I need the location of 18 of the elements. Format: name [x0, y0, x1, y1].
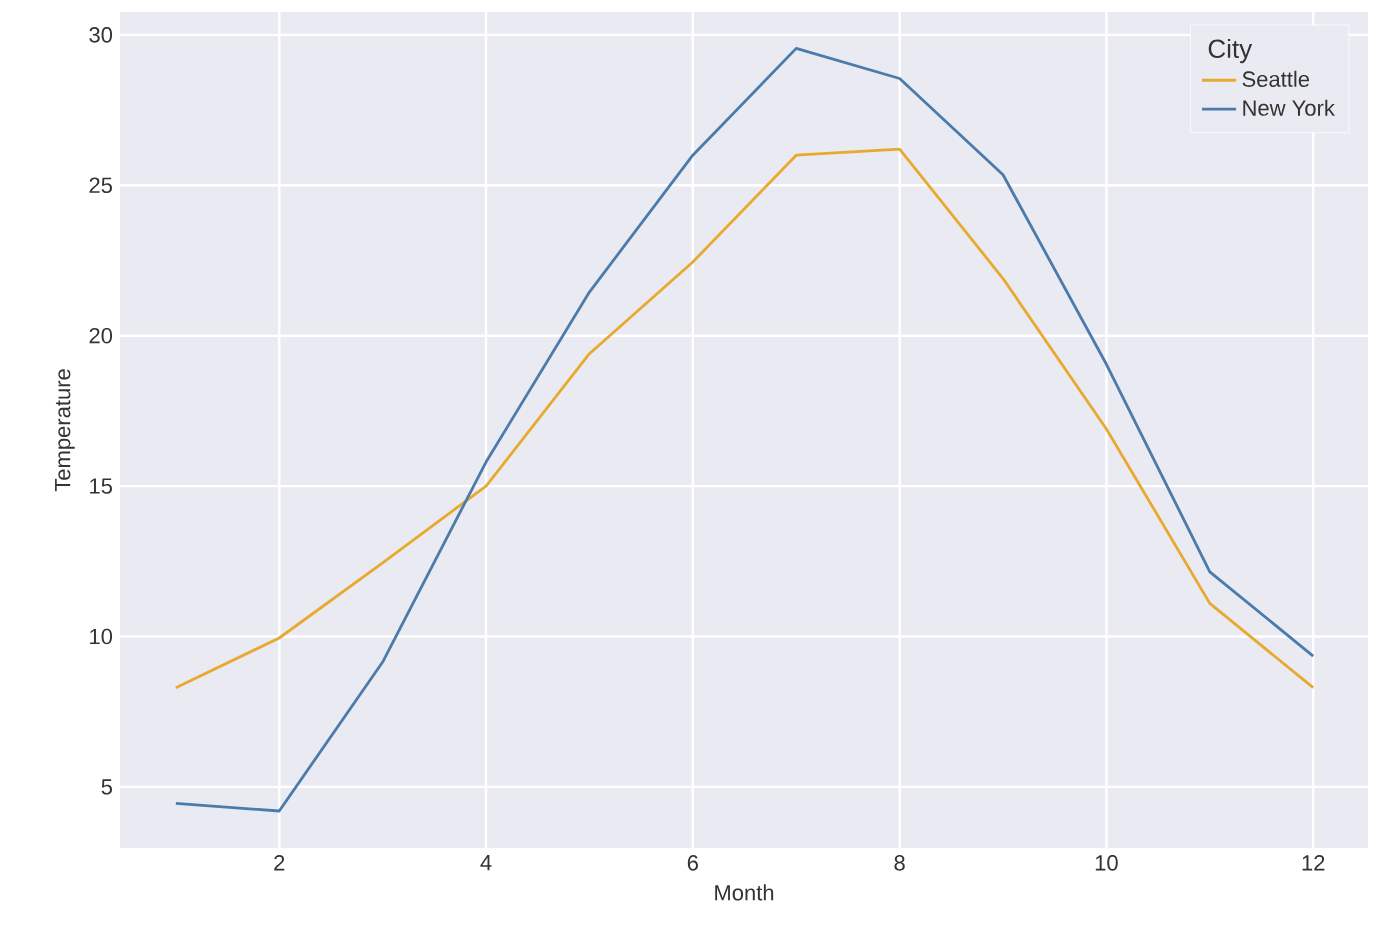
- y-tick-label: 15: [90, 478, 112, 494]
- y-tick-label: 30: [89, 27, 113, 43]
- y-tick-label: 25: [89, 177, 112, 194]
- legend-label: Seattle: [1242, 70, 1310, 87]
- x-tick-label: 6: [687, 855, 698, 871]
- y-tick-label: 20: [89, 327, 113, 344]
- legend-label: New York: [1243, 99, 1335, 116]
- x-axis-title: Month: [715, 884, 774, 901]
- x-tick-label: 12: [1302, 855, 1325, 871]
- y-tick-label: 5: [101, 779, 112, 795]
- y-axis-title: Temperature: [55, 369, 75, 492]
- legend-title: City: [1208, 38, 1253, 64]
- line-series: [174, 147, 1315, 690]
- x-tick-label: 2: [274, 855, 285, 871]
- y-tick-label: 10: [90, 628, 113, 645]
- x-tick-label: 4: [480, 855, 492, 871]
- x-tick-label: 8: [894, 855, 905, 871]
- x-tick-label: 10: [1095, 855, 1118, 871]
